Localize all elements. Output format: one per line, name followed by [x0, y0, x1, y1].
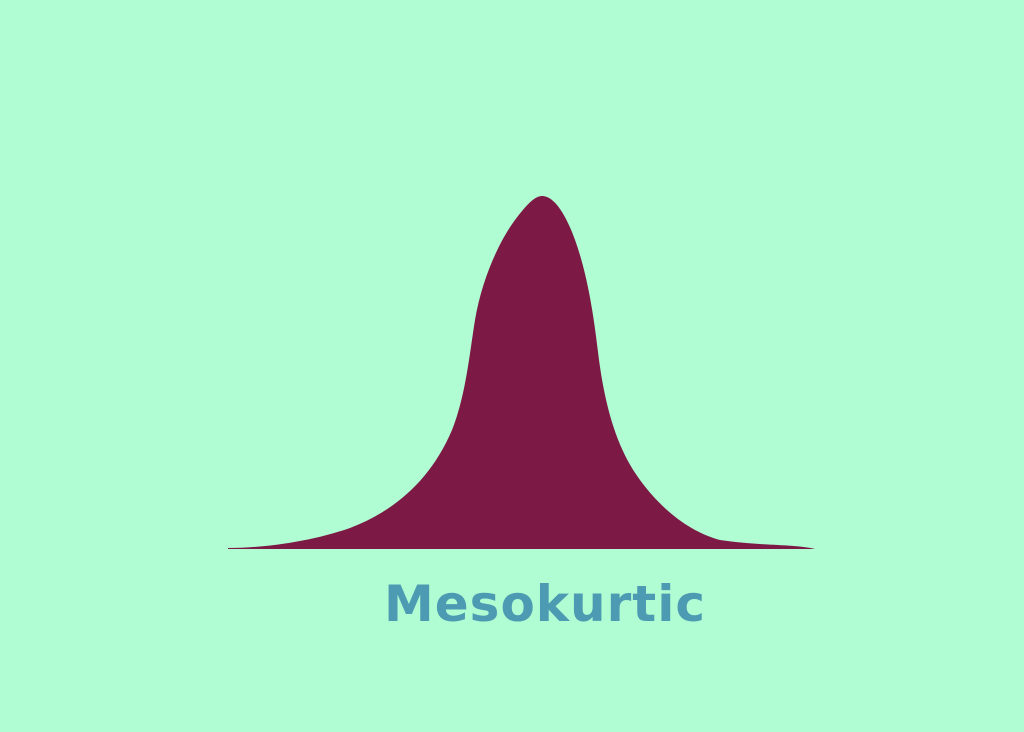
distribution-label: Mesokurtic [384, 575, 706, 633]
mesokurtic-bell-curve [228, 196, 815, 549]
